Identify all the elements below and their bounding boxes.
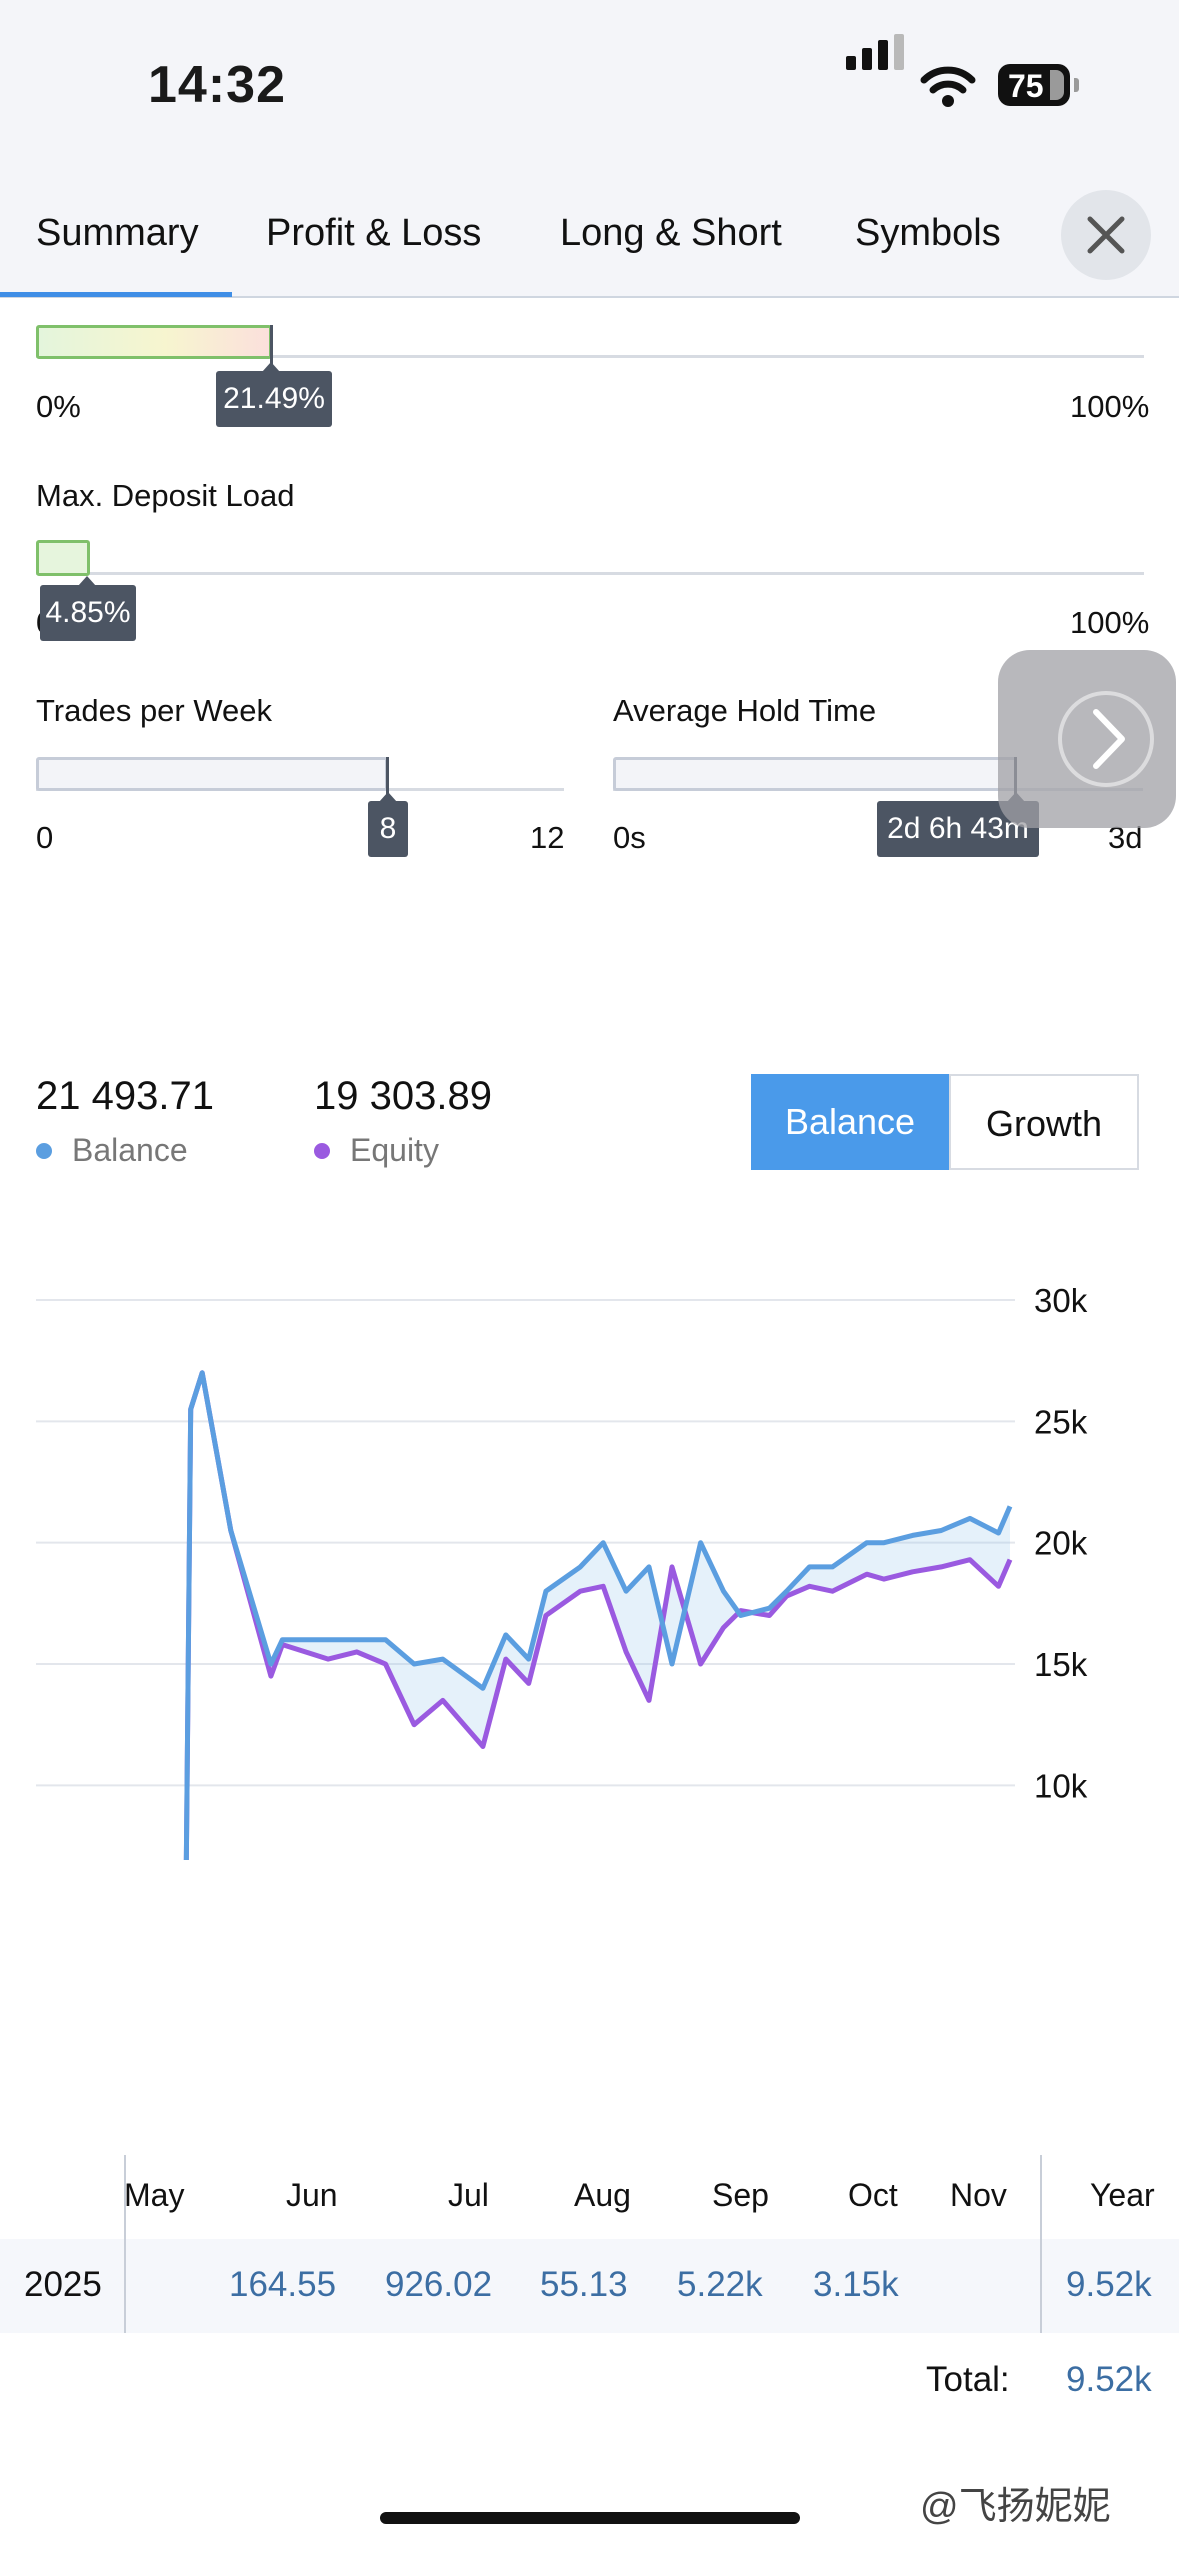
battery-icon: 75 [998,64,1070,106]
equity-label: Equity [350,1132,439,1168]
drawdown-value-tip: 21.49% [216,371,332,427]
drawdown-min-label: 0% [36,389,81,424]
equity-legend-dot [314,1143,330,1159]
y-tick-label: 30k [1034,1282,1088,1319]
avg-hold-time-min-label: 0s [613,820,646,855]
year-header: Year [1090,2177,1155,2213]
tab-symbols[interactable]: Symbols [855,212,1001,254]
table-left-divider [124,2155,126,2333]
month-header-aug: Aug [574,2177,631,2213]
avg-hold-time-bar [613,757,1017,791]
balance-label: Balance [72,1132,188,1168]
month-header-jul: Jul [448,2177,489,2213]
month-header-sep: Sep [712,2177,769,2213]
month-header-jun: Jun [286,2177,338,2213]
tab-long-short[interactable]: Long & Short [560,212,782,254]
y-tick-label: 15k [1034,1646,1088,1683]
drawdown-track [36,355,1144,358]
trades-per-week-max-label: 12 [530,820,565,855]
status-bar: 14:32 75 [0,0,1179,180]
chevron-right-icon [1058,691,1154,787]
battery-level: 75 [1008,68,1044,104]
equity-value: 19 303.89 [314,1074,492,1118]
total-value: 9.52k [1066,2360,1152,2399]
deposit-load-max-label: 100% [1070,605,1150,640]
row-year-label: 2025 [24,2265,102,2304]
trades-per-week-tip-caret [379,792,397,802]
month-header-oct: Oct [848,2177,898,2213]
drawdown-max-label: 100% [1070,389,1150,424]
floating-next-button[interactable] [998,650,1176,828]
monthly-row-background [0,2239,1179,2333]
tab-profit-loss[interactable]: Profit & Loss [266,212,482,254]
avg-hold-time-title: Average Hold Time [613,693,877,728]
active-tab-indicator [0,292,232,297]
drawdown-marker [270,325,273,373]
month-value-jul: 926.02 [385,2265,493,2304]
y-tick-label: 20k [1034,1525,1088,1562]
wifi-icon [920,66,976,107]
close-button[interactable] [1061,190,1151,280]
tab-summary[interactable]: Summary [36,212,199,254]
trades-per-week-marker [386,757,389,803]
trades-per-week-title: Trades per Week [36,693,273,728]
close-icon [1087,216,1125,254]
drawdown-tip-caret [262,362,280,372]
trades-per-week-min-label: 0 [36,820,54,855]
balance-equity-chart: 30k25k20k15k10k5k0.002025.06.012025.08.0… [36,1282,1088,1860]
tab-bar: Summary Profit & Loss Long & Short Symbo… [0,180,1179,298]
year-total-value: 9.52k [1066,2265,1152,2304]
balance-equity-area [186,1372,1010,1860]
balance-legend-dot [36,1143,52,1159]
month-header-may: May [124,2177,185,2213]
balance-value: 21 493.71 [36,1074,214,1118]
month-value-sep: 5.22k [677,2265,763,2304]
deposit-load-track [36,572,1144,575]
growth-toggle-button[interactable]: Growth [949,1074,1139,1170]
home-indicator [380,2512,800,2524]
battery-tip [1074,78,1079,92]
trades-per-week-value-tip: 8 [368,801,408,857]
month-value-jun: 164.55 [229,2265,337,2304]
watermark: @飞扬妮妮 [920,2486,1111,2528]
trades-per-week-bar [36,757,388,791]
table-right-divider [1040,2155,1042,2333]
equity-line [183,1370,1013,1860]
drawdown-bar [36,325,272,359]
clock: 14:32 [148,56,286,114]
deposit-load-tip-caret [78,576,96,586]
balance-toggle-button[interactable]: Balance [751,1074,949,1170]
y-tick-label: 10k [1034,1767,1088,1804]
month-value-aug: 55.13 [540,2265,628,2304]
deposit-load-title: Max. Deposit Load [36,478,295,513]
deposit-load-bar [36,540,90,576]
month-value-oct: 3.15k [813,2265,899,2304]
total-label: Total: [926,2360,1010,2399]
balance-line [183,1370,1013,1860]
y-tick-label: 25k [1034,1403,1088,1440]
deposit-load-value-tip: 4.85% [40,585,136,641]
month-header-nov: Nov [950,2177,1007,2213]
